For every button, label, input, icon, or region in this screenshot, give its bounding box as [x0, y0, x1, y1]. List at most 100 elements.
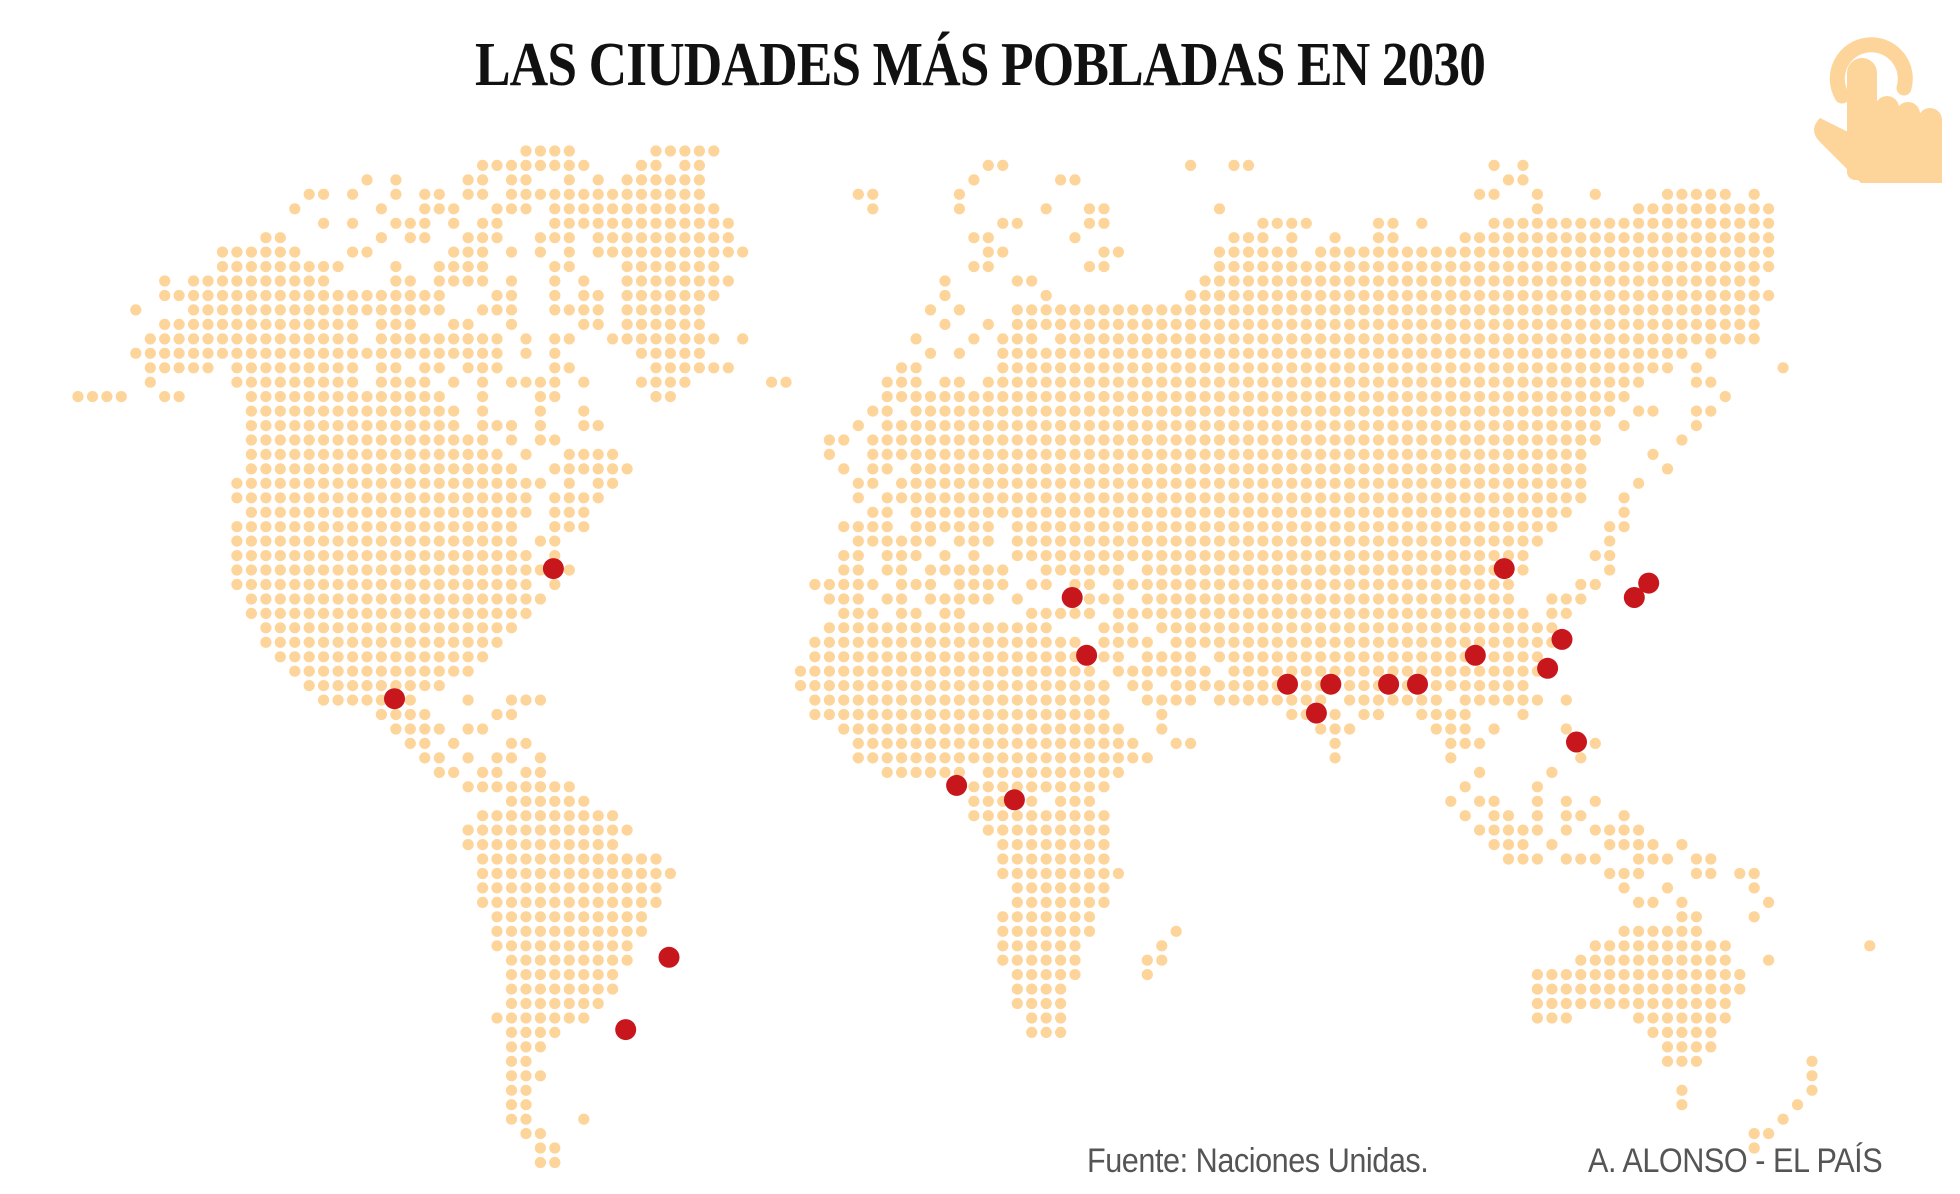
land-dot [1459, 246, 1471, 258]
land-dot [332, 578, 344, 591]
land-dot [838, 564, 850, 576]
city-marker[interactable] [1061, 587, 1083, 608]
land-dot [1430, 275, 1442, 287]
land-dot [520, 607, 532, 620]
land-dot [1112, 578, 1124, 591]
land-dot [679, 289, 691, 302]
land-dot [1372, 318, 1385, 330]
land-dot [1156, 607, 1168, 620]
city-marker[interactable] [1076, 644, 1098, 666]
land-dot [404, 593, 416, 605]
land-dot [448, 405, 460, 417]
land-dot [1315, 391, 1327, 403]
land-dot [867, 665, 879, 677]
land-dot [274, 535, 286, 547]
land-dot [1069, 896, 1081, 909]
land-dot [578, 824, 590, 836]
land-dot [318, 391, 330, 403]
city-marker[interactable] [1464, 644, 1486, 666]
land-dot [462, 463, 474, 475]
land-dot [1502, 535, 1515, 547]
city-marker[interactable] [1003, 789, 1025, 811]
land-dot [1618, 882, 1630, 894]
land-dot [433, 477, 445, 489]
land-dot [1474, 564, 1486, 576]
land-dot [982, 463, 994, 475]
land-dot [592, 304, 604, 316]
land-dot [1199, 347, 1211, 359]
land-dot [635, 275, 648, 287]
city-marker[interactable] [946, 774, 968, 796]
land-dot [115, 391, 127, 403]
land-dot [216, 246, 229, 258]
land-dot [679, 347, 691, 359]
land-dot [679, 333, 691, 345]
city-marker[interactable] [1623, 587, 1645, 608]
land-dot [1026, 680, 1038, 692]
land-dot [997, 448, 1009, 460]
land-dot [1387, 694, 1399, 706]
city-marker[interactable] [1320, 673, 1342, 695]
land-dot [1228, 434, 1240, 446]
land-dot [968, 477, 980, 489]
land-dot [809, 694, 821, 706]
land-dot [361, 304, 373, 316]
land-dot [477, 636, 489, 648]
land-dot [534, 969, 547, 981]
land-dot [390, 174, 402, 186]
land-dot [635, 896, 648, 909]
land-dot [1690, 188, 1702, 200]
city-marker[interactable] [1551, 628, 1573, 650]
land-dot [1185, 607, 1197, 620]
land-dot [1011, 839, 1023, 851]
land-dot [968, 463, 980, 475]
land-dot [1199, 420, 1211, 432]
land-dot [1416, 593, 1428, 605]
land-dot [1517, 159, 1529, 171]
land-dot [809, 636, 821, 648]
land-dot [1185, 737, 1197, 750]
land-dot [1011, 853, 1023, 865]
land-dot [939, 636, 951, 648]
city-marker[interactable] [1277, 673, 1298, 695]
land-dot [1488, 607, 1500, 620]
land-dot [332, 420, 344, 432]
land-dot [1502, 232, 1515, 244]
city-marker[interactable] [1566, 731, 1587, 753]
city-marker[interactable] [1493, 558, 1515, 580]
land-dot [1213, 607, 1226, 620]
land-dot [1604, 940, 1616, 952]
land-dot [1271, 318, 1283, 330]
land-dot [1647, 1012, 1659, 1024]
land-dot [159, 347, 171, 359]
land-dot [462, 492, 474, 504]
land-dot [404, 506, 416, 518]
land-dot [1445, 492, 1457, 504]
land-dot [621, 867, 633, 880]
city-marker[interactable] [658, 946, 680, 968]
land-dot [159, 318, 171, 330]
land-dot [1734, 203, 1746, 215]
city-marker[interactable] [1537, 657, 1559, 679]
land-dot [1329, 275, 1341, 287]
land-dot [896, 578, 908, 591]
land-dot [635, 347, 648, 359]
tap-hand-icon[interactable] [1790, 18, 1950, 183]
city-marker[interactable] [542, 558, 564, 580]
city-marker[interactable] [1638, 572, 1660, 594]
land-dot [274, 318, 286, 330]
land-dot [1011, 420, 1023, 432]
land-dot [852, 578, 864, 591]
land-dot [231, 347, 243, 359]
city-marker[interactable] [1407, 673, 1428, 695]
land-dot [693, 217, 706, 229]
land-dot [910, 434, 922, 446]
city-marker[interactable] [1305, 702, 1327, 724]
city-marker[interactable] [615, 1019, 637, 1041]
land-dot [318, 318, 330, 330]
land-dot [924, 463, 937, 475]
land-dot [1300, 506, 1312, 518]
city-marker[interactable] [1378, 673, 1400, 695]
land-dot [1430, 636, 1442, 648]
city-marker[interactable] [384, 688, 405, 710]
